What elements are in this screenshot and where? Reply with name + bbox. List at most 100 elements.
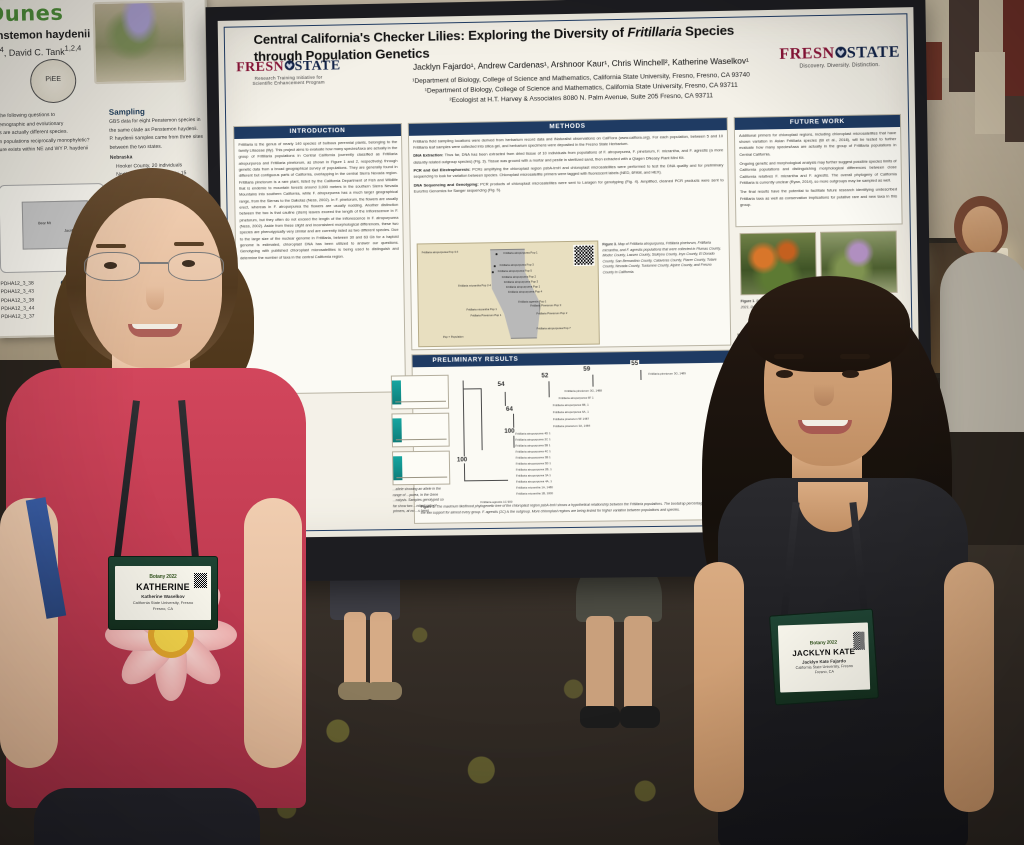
tree-taxon-13: Fritillaria atropurpurea 2B, 1 <box>515 467 552 472</box>
katherine-eye-right <box>182 260 195 267</box>
katherine-teeth <box>132 324 178 329</box>
tree-taxon-9: Fritillaria atropurpurea 5B 1 <box>515 443 551 448</box>
map-label-3: Fritillaria atropurpurea Pop 5 <box>497 269 532 274</box>
tree-branch-e-v <box>548 381 550 398</box>
bg-sampling-4: between the two states. <box>109 143 163 151</box>
wall-panel-maroon-1 <box>1003 0 1024 96</box>
fresno-state-logo-left: FRESN STATE Research Training Initiative … <box>236 58 341 86</box>
badge-card-2: Botany 2022 JACKLYN KATE Jacklyn Kate Fa… <box>777 622 870 692</box>
map-dot-2 <box>493 265 496 267</box>
map-label-13: Fritillaria Pinetorum Pop 1 <box>470 314 502 318</box>
jacklyn-name-badge: Botany 2022 JACKLYN KATE Jacklyn Kate Fa… <box>768 608 880 706</box>
section-preliminary-results: PRELIMINARY RESULTS ...allele showing an… <box>390 349 735 524</box>
attendee-leg-2 <box>370 612 392 688</box>
badge-city: Fresno, CA <box>152 606 174 612</box>
chromatogram-panel-3 <box>392 450 451 486</box>
bootstrap-value-0: 55 <box>630 359 640 368</box>
badge-first-name-2: JACKLYN KATE <box>792 646 856 659</box>
jacklyn-eye-right <box>842 370 859 378</box>
state-text-left: STATE <box>294 58 341 75</box>
map-label-1: Fritillaria atropurpurea Pop 1 <box>503 251 538 256</box>
tree-taxon-5: Fritillaria pinetorum 5F 1487 <box>553 416 590 422</box>
poster-header: Central California's Checker Lilies: Exp… <box>232 19 901 124</box>
map-label-12: Fritillaria Pinetorum Pop 2 <box>536 312 568 316</box>
attendee-shoe-right <box>620 706 660 728</box>
tree-taxon-8: Fritillaria atropurpurea 2C 1 <box>515 437 551 442</box>
tree-taxon-17: Fritillaria micrantha 1B, 1000 <box>516 491 554 496</box>
katherine-eye-left <box>104 262 117 269</box>
poster-affiliations: ¹Department of Biology, College of Scien… <box>371 70 792 109</box>
attendee-face <box>962 206 1002 254</box>
logo-tagline-left-2: Scientific Enhancement Program <box>252 79 325 86</box>
map-label-8: Fritillaria atropurpurea Pop 4 <box>508 290 543 294</box>
katherine-eyebrow-left <box>96 244 126 248</box>
future-work-p3: The final results have the potential to … <box>739 186 898 208</box>
map-label-6: Fritillaria micrantha Pop 2-4 <box>458 284 491 288</box>
jacklyn-nose <box>814 384 834 406</box>
attendee-torso <box>940 252 1024 432</box>
piee-logo: PiEE <box>29 58 77 104</box>
background-attendee-right <box>940 196 1024 496</box>
bg-poster-plant-photo <box>92 0 187 85</box>
future-work-p1: Additional primers for chloroplast regio… <box>738 129 897 157</box>
eyeglass-lens-right <box>168 252 224 281</box>
map-label-0: Fritillaria atropurpurea Pop 4-4 <box>421 250 459 255</box>
background-attendee-center <box>566 556 676 756</box>
tree-branch-root-v <box>462 380 465 481</box>
map-label-7: Fritillaria atropurpurea Pop 1 <box>506 285 541 289</box>
methods-body: Fritillaria field sampling locations wer… <box>409 130 728 198</box>
chromatogram-panel-2 <box>391 412 450 448</box>
katherine-arm-right <box>244 498 302 768</box>
bootstrap-value-3: 54 <box>496 380 506 389</box>
tree-taxon-12: Fritillaria atropurpurea 5D 1 <box>515 461 551 466</box>
bulldog-bug-icon-right <box>834 46 847 59</box>
future-work-p2: Ongoing genetic and morphological analys… <box>739 158 897 186</box>
attendee-leg <box>344 612 366 688</box>
jacklyn-eyebrow-left <box>774 354 804 359</box>
poster-title-italic: Fritillaria <box>627 23 682 40</box>
badge-full-name: Katherine Waselkov <box>141 594 185 600</box>
fresno-text-left: FRESN <box>236 59 285 76</box>
methods-p3-label: DNA Sequencing and Genotyping: <box>413 181 479 188</box>
badge-city-2: Fresno, CA <box>814 669 835 675</box>
map-dot-3 <box>491 271 494 273</box>
tree-taxon-1: Fritillaria pinetorum 3G, 1488 <box>564 388 602 394</box>
map-dot-1 <box>495 253 498 255</box>
section-methods: METHODS Fritillaria field sampling locat… <box>407 117 732 351</box>
map-label-10: Fritillaria Pinetorum Pop 3 <box>530 304 562 308</box>
bootstrap-value-5: 100 <box>503 427 516 435</box>
state-text-right: STATE <box>846 43 901 62</box>
tree-taxon-11: Fritillaria atropurpurea 3B 1 <box>515 455 551 460</box>
katherine-nose <box>146 286 164 310</box>
piee-logo-label: PiEE <box>45 75 62 84</box>
wall-panel-beige-2 <box>975 52 1005 134</box>
katherine-pants <box>34 788 260 845</box>
bootstrap-value-6: 100 <box>455 456 469 464</box>
jacklyn-arm-left <box>694 562 744 812</box>
map-label-9: Fritillaria agrestis Pop 1 <box>518 300 547 304</box>
bootstrap-value-1: 59 <box>582 365 592 373</box>
person-jacklyn: Botany 2022 JACKLYN KATE Jacklyn Kate Fa… <box>690 262 1010 845</box>
figure-3-map: Fritillaria atropurpurea Pop 4-4 Fritill… <box>416 240 600 348</box>
jacklyn-arm-right <box>944 562 994 812</box>
badge-full-name-2: Jacklyn Kate Fajardo <box>802 658 847 665</box>
qr-code-icon[interactable] <box>573 244 595 266</box>
map-label-14: Fritillaria atropurpurea Pop 7 <box>536 326 571 331</box>
person-katherine: Botany 2022 KATHERINE Katherine Waselkov… <box>0 168 320 845</box>
attendee-sandal-left <box>338 682 374 700</box>
tree-taxon-3: Fritillaria atropurpurea 6B, 1 <box>552 402 589 408</box>
tree-branch-a-v <box>480 388 483 451</box>
tree-branch-root-h <box>464 479 509 482</box>
jacklyn-teeth <box>802 420 848 426</box>
tree-branch-g-v <box>640 369 642 380</box>
tree-taxon-14: Fritillaria atropurpurea 3A 1 <box>515 473 551 478</box>
badge-first-name: KATHERINE <box>136 582 190 593</box>
tree-taxon-10: Fritillaria atropurpurea 4C 1 <box>515 449 551 454</box>
fresno-state-wordmark-right: FRESN STATE <box>779 44 900 64</box>
figure-5-caption-text: The maximum likelihood phylogenetic tree… <box>420 501 716 515</box>
attendee-sandal-right <box>366 682 402 700</box>
tree-taxon-0: Fritillaria pinetorum 3G, 1489 <box>648 371 686 376</box>
bootstrap-value-2: 52 <box>540 372 550 380</box>
badge-qr-icon <box>194 573 207 588</box>
figure-5-caption: Figure 5. The maximum likelihood phyloge… <box>421 501 721 516</box>
